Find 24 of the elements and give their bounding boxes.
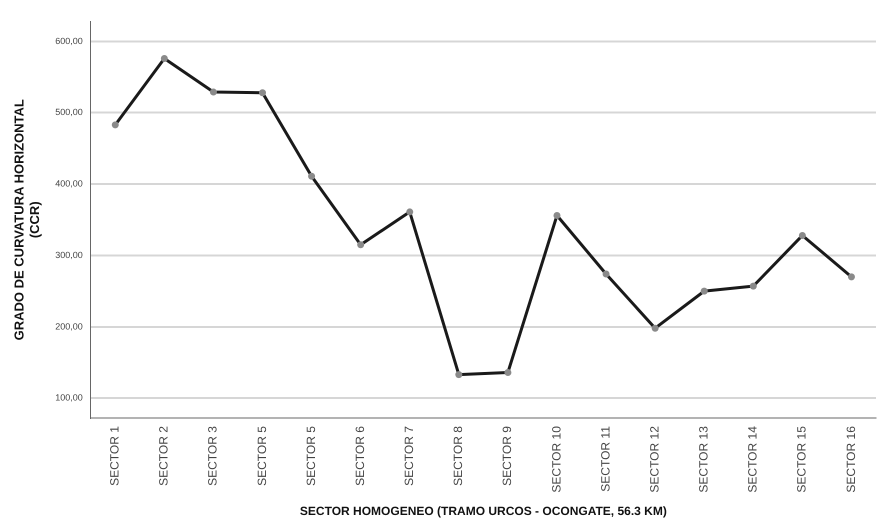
y-tick-label: 200,00 xyxy=(55,321,83,332)
x-tick-label: SECTOR 14 xyxy=(746,426,760,493)
y-tick-label: 100,00 xyxy=(55,392,83,403)
y-tick-label: 600,00 xyxy=(55,36,83,46)
y-tick-label: 300,00 xyxy=(55,250,83,260)
x-axis-title: SECTOR HOMOGENEO (TRAMO URCOS - OCONGATE, 56.3 KM) xyxy=(300,504,667,518)
x-tick-label: SECTOR 7 xyxy=(402,426,416,486)
x-tick-label: SECTOR 9 xyxy=(500,426,514,486)
x-tick-label: SECTOR 10 xyxy=(549,426,564,493)
y-tick-label: 500,00 xyxy=(55,107,83,118)
y-tick-label: 400,00 xyxy=(55,178,83,189)
x-tick-label: SECTOR 12 xyxy=(647,426,662,493)
x-tick-label: SECTOR 15 xyxy=(794,426,809,493)
y-axis-title: GRADO DE CURVATURA HORIZONTAL (CCR) xyxy=(11,99,42,340)
x-tick-label: SECTOR 13 xyxy=(696,426,711,493)
x-tick-label: SECTOR 1 xyxy=(108,426,122,486)
x-tick-label: SECTOR 2 xyxy=(156,426,171,486)
x-tick-label: SECTOR 6 xyxy=(352,426,367,486)
x-tick-label: SECTOR 11 xyxy=(598,426,612,492)
x-tick-label: SECTOR 3 xyxy=(206,426,220,486)
x-tick-label: SECTOR 8 xyxy=(451,426,466,486)
x-tick-label: SECTOR 5 xyxy=(304,426,318,486)
x-tick-label: SECTOR 16 xyxy=(844,426,858,493)
x-tick-label: SECTOR 5 xyxy=(254,426,269,486)
